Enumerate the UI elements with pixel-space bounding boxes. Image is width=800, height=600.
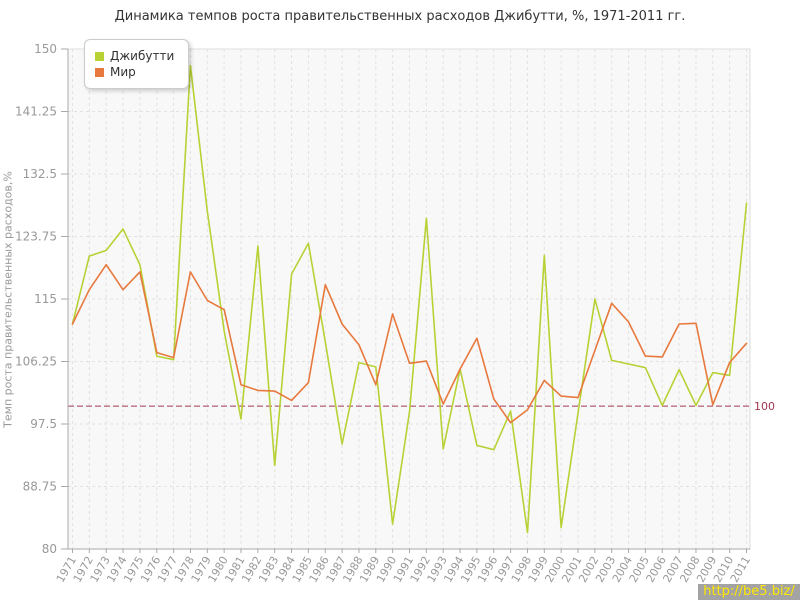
y-tick-label: 123.75 — [15, 230, 57, 244]
y-tick-label: 141.25 — [15, 105, 57, 119]
y-tick-label: 80 — [42, 542, 57, 556]
series-line-djibouti[interactable] — [71, 64, 748, 534]
legend-swatch-world — [95, 67, 104, 77]
y-tick-label: 132.5 — [23, 167, 57, 181]
legend-swatch-djibouti — [95, 51, 104, 61]
y-tick-label: 97.5 — [30, 417, 57, 431]
y-tick-label: 88.75 — [23, 480, 57, 494]
legend-label-world: Мир — [110, 65, 136, 79]
legend-item-djibouti[interactable]: Джибутти — [95, 49, 174, 63]
axes — [61, 48, 750, 553]
chart-title: Динамика темпов роста правительственных … — [114, 9, 686, 24]
y-tick-label: 115 — [34, 292, 57, 306]
grid — [68, 48, 750, 549]
y-tick-label: 150 — [34, 42, 57, 56]
watermark-link[interactable]: http://be5.biz/ — [698, 584, 800, 600]
legend-label-djibouti: Джибутти — [110, 49, 175, 63]
legend: Джибутти Мир — [84, 39, 190, 89]
series-line-world[interactable] — [71, 263, 748, 424]
legend-item-world[interactable]: Мир — [95, 65, 174, 79]
y-axis-title: Темп роста правительственных расходов,% — [1, 171, 15, 428]
y-tick-label: 106.25 — [15, 355, 57, 369]
reference-line-label: 100 — [754, 400, 775, 413]
